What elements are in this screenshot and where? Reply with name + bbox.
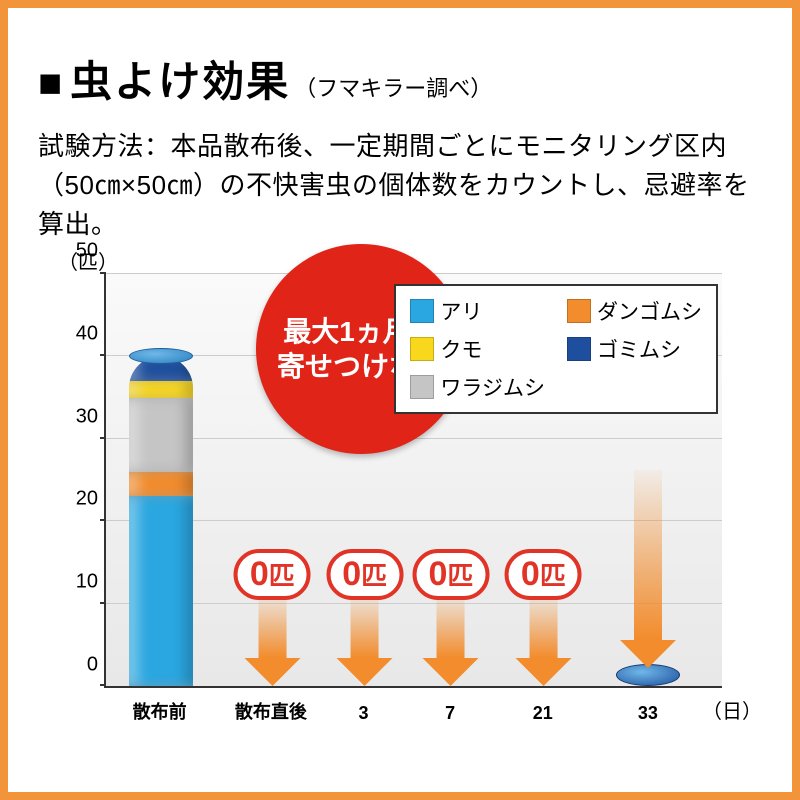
content: ■ 虫よけ効果 （フマキラー調べ） 試験方法：本品散布後、一定期間ごとにモニタリ… xyxy=(8,8,792,764)
zero-arrow: 0匹 xyxy=(412,549,489,686)
arrow-shaft xyxy=(258,598,286,658)
arrow-head-icon xyxy=(423,658,479,686)
legend-label: クモ xyxy=(440,334,482,364)
y-tick-mark xyxy=(100,519,106,521)
legend-label: ゴミムシ xyxy=(597,334,681,364)
y-tick-mark xyxy=(100,354,106,356)
arrow-shaft xyxy=(529,598,557,658)
legend-label: ダンゴムシ xyxy=(597,296,702,326)
legend-swatch-icon xyxy=(410,375,434,399)
arrow-head-icon xyxy=(515,658,571,686)
y-tick-label: 40 xyxy=(64,322,98,345)
y-tick-mark xyxy=(100,602,106,604)
title-row: ■ 虫よけ効果 （フマキラー調べ） xyxy=(38,48,762,109)
title-marker-icon: ■ xyxy=(38,61,62,106)
title-main: 虫よけ効果 xyxy=(70,48,290,109)
x-tick-label: 33 xyxy=(638,703,658,724)
description-text: 試験方法：本品散布後、一定期間ごとにモニタリング区内（50㎝×50㎝）の不快害虫… xyxy=(38,127,762,244)
y-tick-mark xyxy=(100,437,106,439)
y-tick-label: 20 xyxy=(64,488,98,511)
title-sub: （フマキラー調べ） xyxy=(294,71,492,103)
legend-swatch-icon xyxy=(567,337,591,361)
arrow-shaft xyxy=(351,598,379,658)
bar-segment xyxy=(129,472,193,497)
arrow-head-icon xyxy=(620,640,676,668)
legend-swatch-icon xyxy=(410,299,434,323)
zero-arrow: 0匹 xyxy=(234,549,311,686)
y-tick-mark xyxy=(100,684,106,686)
zero-badge: 0匹 xyxy=(234,549,311,600)
bar-segment xyxy=(129,398,193,472)
x-tick-label: 21 xyxy=(533,703,553,724)
stacked-bar xyxy=(129,356,193,686)
x-axis-label: （日） xyxy=(702,695,762,724)
legend-label: ワラジムシ xyxy=(440,372,545,402)
arrow-head-icon xyxy=(244,658,300,686)
y-tick-label: 0 xyxy=(64,654,98,677)
legend-swatch-icon xyxy=(567,299,591,323)
infographic-container: ■ 虫よけ効果 （フマキラー調べ） 試験方法：本品散布後、一定期間ごとにモニタリ… xyxy=(0,0,800,800)
zero-badge: 0匹 xyxy=(326,549,403,600)
arrow-head-icon xyxy=(337,658,393,686)
bar-segment xyxy=(129,381,193,397)
zero-arrow: 0匹 xyxy=(326,549,403,686)
zero-badge: 0匹 xyxy=(412,549,489,600)
y-tick-label: 10 xyxy=(64,571,98,594)
plot-region: 0匹0匹0匹0匹最大1ヵ月間寄せつけないアリダンゴムシクモゴミムシワラジムシ xyxy=(104,274,722,688)
zero-badge: 0匹 xyxy=(505,549,582,600)
bar-cap xyxy=(129,348,193,364)
zero-arrow: 0匹 xyxy=(505,549,582,686)
legend-item: アリ xyxy=(410,296,545,326)
legend-label: アリ xyxy=(440,296,482,326)
arrow-shaft xyxy=(634,470,662,640)
y-tick-mark xyxy=(100,272,106,274)
y-tick-label: 50 xyxy=(64,240,98,263)
legend-swatch-icon xyxy=(410,337,434,361)
y-tick-label: 30 xyxy=(64,405,98,428)
x-tick-label: 散布前 xyxy=(133,698,187,724)
x-tick-label: 7 xyxy=(445,703,455,724)
legend-item: ワラジムシ xyxy=(410,372,545,402)
bar-segment xyxy=(129,496,193,686)
arrow-shaft xyxy=(437,598,465,658)
legend-item: クモ xyxy=(410,334,545,364)
legend-item: ゴミムシ xyxy=(567,334,702,364)
legend: アリ ダンゴムシクモ ゴミムシワラジムシ xyxy=(394,284,718,414)
x-tick-label: 3 xyxy=(359,703,369,724)
legend-item: ダンゴムシ xyxy=(567,296,702,326)
chart-area: （匹） （日） 0匹0匹0匹0匹最大1ヵ月間寄せつけないアリダンゴムシクモゴミム… xyxy=(48,274,762,734)
final-arrow xyxy=(620,470,676,668)
x-tick-label: 散布直後 xyxy=(235,698,307,724)
